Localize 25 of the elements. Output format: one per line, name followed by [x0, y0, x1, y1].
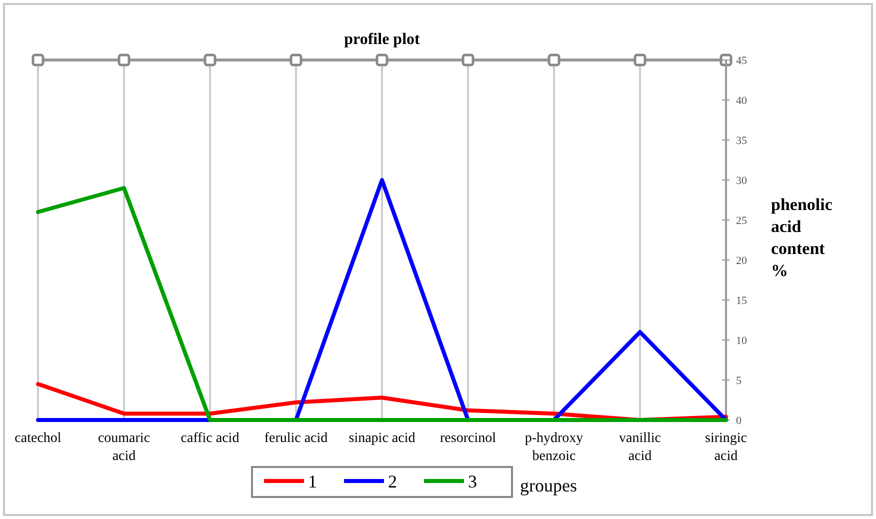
y-tick-label: 20	[736, 254, 748, 267]
y-tick-label: 5	[736, 374, 742, 387]
legend-label: 3	[468, 471, 477, 492]
x-tick-label: sinapic acid	[348, 431, 416, 446]
y-tick-label: 30	[736, 174, 748, 187]
legend-label: 1	[308, 471, 317, 492]
x-tick-label: coumaric acid	[98, 431, 150, 464]
y-tick-label: 25	[736, 214, 748, 227]
chart-title: profile plot	[344, 31, 421, 48]
x-tick-label: resorcinol	[440, 431, 496, 446]
y-tick-label: 15	[736, 294, 748, 307]
x-tick-label: caffic acid	[180, 431, 240, 446]
x-tick-label: ferulic acid	[264, 431, 328, 446]
y-tick-label: 35	[736, 134, 748, 147]
y-tick-label: 10	[736, 334, 748, 347]
y-tick-label: 45	[736, 54, 748, 67]
y-axis-title: phenolic acid content %	[771, 195, 833, 280]
x-tick-label: catechol	[14, 431, 62, 446]
y-tick-label: 0	[736, 414, 742, 427]
x-tick-label: vanillic acid	[619, 431, 661, 464]
legend-label: 2	[388, 471, 397, 492]
y-tick-label: 40	[736, 94, 748, 107]
x-tick-label: p-hydroxy benzoic	[524, 431, 584, 464]
legend-title: groupes	[520, 475, 577, 496]
x-tick-label: siringic acid	[705, 431, 747, 464]
